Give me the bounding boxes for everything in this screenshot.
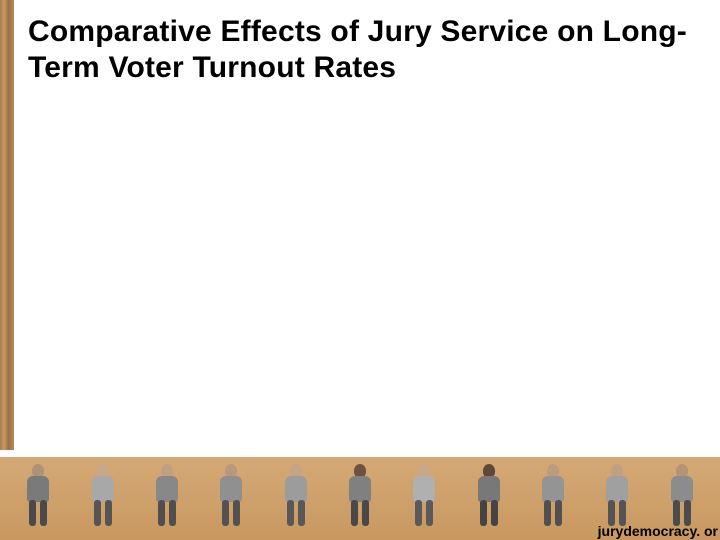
person-silhouette (339, 462, 381, 526)
juror-figure (588, 454, 646, 526)
juror-figure (74, 454, 132, 526)
juror-figure (331, 454, 389, 526)
juror-figure (460, 454, 518, 526)
juror-figure (653, 454, 711, 526)
slide-title: Comparative Effects of Jury Service on L… (28, 14, 700, 86)
person-silhouette (468, 462, 510, 526)
content-area (28, 100, 700, 440)
person-silhouette (275, 462, 317, 526)
footer-url: jurydemocracy. or (598, 523, 718, 539)
title-area: Comparative Effects of Jury Service on L… (28, 14, 700, 86)
juror-figure (395, 454, 453, 526)
person-silhouette (403, 462, 445, 526)
juror-figure (202, 454, 260, 526)
person-silhouette (210, 462, 252, 526)
person-silhouette (661, 462, 703, 526)
juror-figure (9, 454, 67, 526)
person-silhouette (146, 462, 188, 526)
person-silhouette (596, 462, 638, 526)
jurors-row (0, 450, 720, 526)
footer-band: jurydemocracy. or (0, 450, 720, 540)
juror-figure (138, 454, 196, 526)
juror-figure (524, 454, 582, 526)
juror-figure (267, 454, 325, 526)
person-silhouette (82, 462, 124, 526)
person-silhouette (532, 462, 574, 526)
person-silhouette (17, 462, 59, 526)
